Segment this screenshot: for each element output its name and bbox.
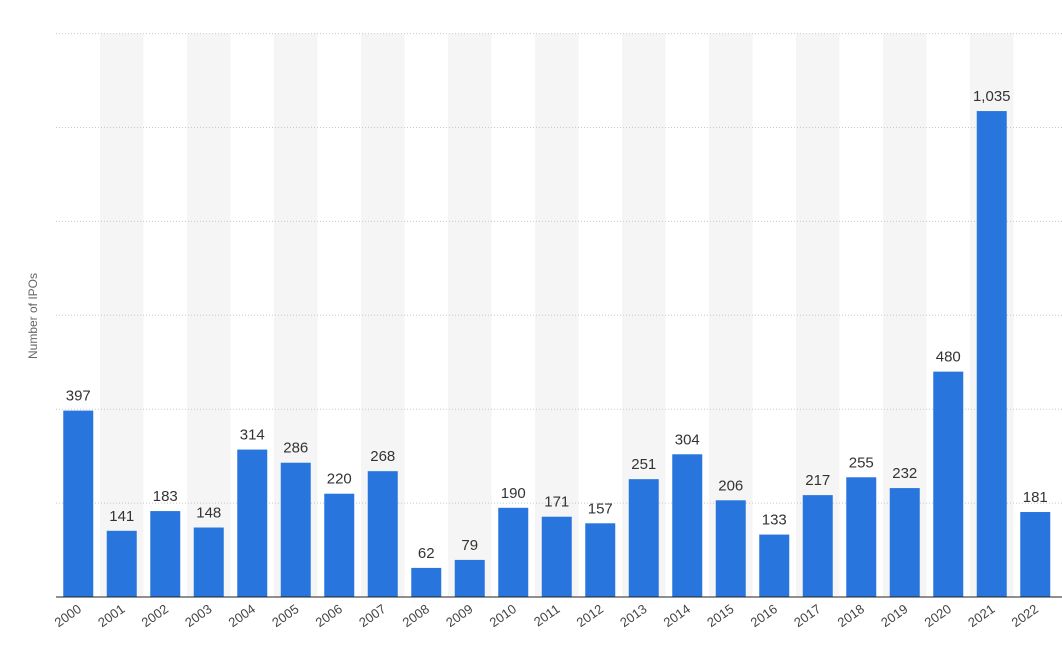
value-label-2007: 268 — [370, 448, 395, 465]
bar-2004[interactable] — [237, 449, 268, 597]
x-tick-label-2018: 2018 — [835, 601, 867, 630]
value-label-2001: 141 — [109, 508, 134, 525]
x-tick-label-2000: 2000 — [52, 601, 84, 630]
x-tick-label-2005: 2005 — [269, 601, 301, 630]
value-label-2012: 157 — [588, 500, 613, 517]
x-tick-label-2009: 2009 — [443, 601, 475, 630]
x-tick-label-2016: 2016 — [748, 601, 780, 630]
bar-2018[interactable] — [846, 477, 877, 597]
bar-2022[interactable] — [1020, 512, 1051, 597]
bar-2001[interactable] — [106, 530, 137, 597]
x-tick-label-2003: 2003 — [182, 601, 214, 630]
bar-2017[interactable] — [802, 495, 833, 597]
x-tick-label-2022: 2022 — [1009, 601, 1041, 630]
value-label-2005: 286 — [283, 440, 308, 457]
bar-2012[interactable] — [585, 523, 616, 597]
bar-2000[interactable] — [63, 410, 94, 597]
bar-2013[interactable] — [628, 479, 659, 597]
value-label-2020: 480 — [936, 349, 961, 366]
x-tick-label-2008: 2008 — [400, 601, 432, 630]
value-labels: 397 141 183 148 314 286 220 268 62 79 190 171 157 251… — [66, 88, 1048, 562]
x-axis-tick-labels: 2000 2001 2002 2003 2004 2005 2006 2007 2008 2009… — [52, 601, 1041, 630]
bar-2005[interactable] — [280, 462, 311, 597]
bar-2008[interactable] — [411, 567, 442, 597]
bar-2002[interactable] — [150, 511, 181, 597]
bar-2011[interactable] — [541, 516, 572, 597]
value-label-2018: 255 — [849, 454, 874, 471]
value-label-2021: 1,035 — [973, 88, 1011, 105]
bar-2015[interactable] — [715, 500, 746, 597]
value-label-2013: 251 — [631, 456, 656, 473]
bar-2021[interactable] — [976, 111, 1007, 597]
bar-2014[interactable] — [672, 454, 703, 597]
x-tick-label-2012: 2012 — [574, 601, 606, 630]
x-tick-label-2006: 2006 — [313, 601, 345, 630]
x-tick-label-2014: 2014 — [661, 601, 693, 630]
value-label-2015: 206 — [718, 477, 743, 494]
value-label-2014: 304 — [675, 431, 700, 448]
value-label-2002: 183 — [153, 488, 178, 505]
column-band — [535, 33, 579, 598]
value-label-2010: 190 — [501, 485, 526, 502]
value-label-2003: 148 — [196, 505, 221, 522]
y-axis-title: Number of IPOs — [26, 273, 40, 359]
x-tick-label-2020: 2020 — [922, 601, 954, 630]
value-label-2009: 79 — [461, 537, 478, 554]
value-label-2004: 314 — [240, 427, 265, 444]
x-tick-label-2019: 2019 — [878, 601, 910, 630]
x-tick-label-2017: 2017 — [791, 601, 823, 630]
x-tick-label-2011: 2011 — [531, 601, 563, 629]
bars — [63, 111, 1051, 597]
value-label-2016: 133 — [762, 512, 787, 529]
bar-2016[interactable] — [759, 534, 790, 597]
value-label-2000: 397 — [66, 388, 91, 405]
x-tick-label-2021: 2021 — [965, 601, 997, 630]
bar-2003[interactable] — [193, 527, 224, 597]
value-label-2011: 171 — [544, 494, 569, 511]
value-label-2017: 217 — [805, 472, 830, 489]
bar-2009[interactable] — [454, 559, 485, 597]
x-tick-label-2001: 2001 — [95, 601, 127, 630]
x-tick-label-2013: 2013 — [617, 601, 649, 630]
x-tick-label-2007: 2007 — [356, 601, 388, 630]
bar-2006[interactable] — [324, 493, 355, 597]
value-label-2019: 232 — [892, 465, 917, 482]
x-tick-label-2015: 2015 — [704, 601, 736, 630]
column-bands — [100, 33, 1014, 598]
value-label-2022: 181 — [1023, 489, 1048, 506]
value-label-2006: 220 — [327, 471, 352, 488]
x-tick-label-2002: 2002 — [139, 601, 171, 630]
bar-2019[interactable] — [889, 488, 920, 597]
x-tick-label-2010: 2010 — [487, 601, 519, 630]
bar-2007[interactable] — [367, 471, 398, 597]
value-label-2008: 62 — [418, 545, 435, 562]
column-band — [448, 33, 492, 598]
bar-2010[interactable] — [498, 507, 529, 597]
bar-2020[interactable] — [933, 371, 964, 597]
x-tick-label-2004: 2004 — [226, 601, 258, 630]
